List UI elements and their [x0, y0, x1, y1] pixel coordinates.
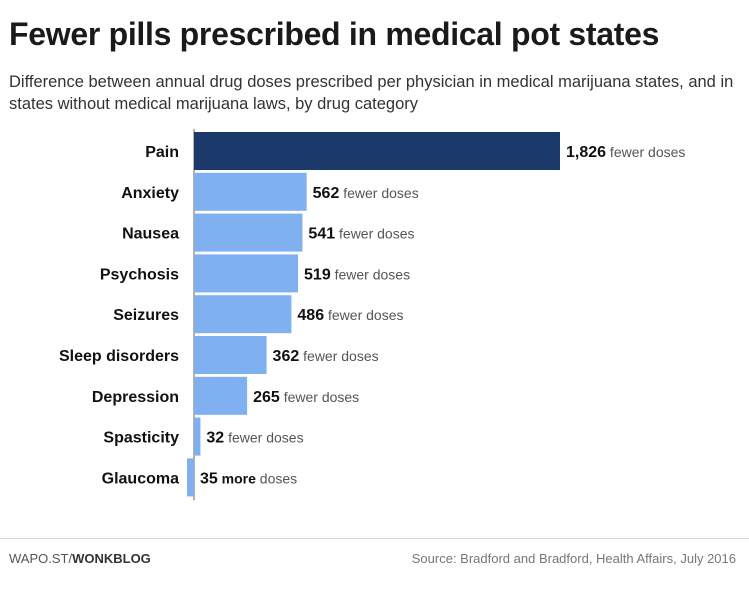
data-label: 1,826 fewer doses — [566, 144, 685, 161]
data-label: 562 fewer doses — [313, 185, 419, 202]
category-label: Anxiety — [121, 185, 179, 202]
bar-chart: Pain 1,826 fewer doses Anxiety 562 fewer do… — [59, 129, 685, 501]
bar[interactable] — [194, 336, 267, 374]
footer-brand: WAPO.ST/WONKBLOG — [9, 551, 151, 566]
bar[interactable] — [194, 213, 303, 252]
category-label: Psychosis — [100, 266, 179, 283]
data-label: 265 fewer doses — [253, 389, 359, 406]
bar[interactable] — [194, 376, 248, 415]
category-label: Seizures — [113, 307, 179, 324]
data-label: 541 fewer doses — [308, 226, 414, 243]
footer-divider — [0, 538, 749, 539]
footer-source: Source: Bradford and Bradford, Health Af… — [411, 551, 736, 566]
category-label: Sleep disorders — [59, 348, 179, 365]
data-label: 362 fewer doses — [273, 348, 379, 365]
bar[interactable] — [194, 295, 292, 334]
data-label: 32 fewer doses — [206, 430, 303, 447]
chart-subtitle: Difference between annual drug doses pre… — [9, 73, 734, 113]
data-label: 519 fewer doses — [304, 266, 410, 283]
bar[interactable] — [194, 254, 299, 293]
bar[interactable] — [194, 417, 201, 456]
category-label: Depression — [92, 389, 179, 406]
bar[interactable] — [194, 172, 307, 211]
bar[interactable] — [186, 458, 194, 497]
footer-brand-bold[interactable]: WONKBLOG — [72, 551, 151, 566]
category-label: Nausea — [122, 226, 179, 243]
chart-title: Fewer pills prescribed in medical pot st… — [9, 16, 660, 52]
data-label: 486 fewer doses — [297, 307, 403, 324]
category-label: Pain — [145, 144, 179, 161]
bar[interactable] — [194, 132, 560, 170]
category-label: Glaucoma — [102, 470, 179, 487]
data-label: 35 more doses — [200, 470, 297, 487]
category-label: Spasticity — [103, 430, 179, 447]
footer-brand-prefix: WAPO.ST/ — [9, 551, 73, 566]
